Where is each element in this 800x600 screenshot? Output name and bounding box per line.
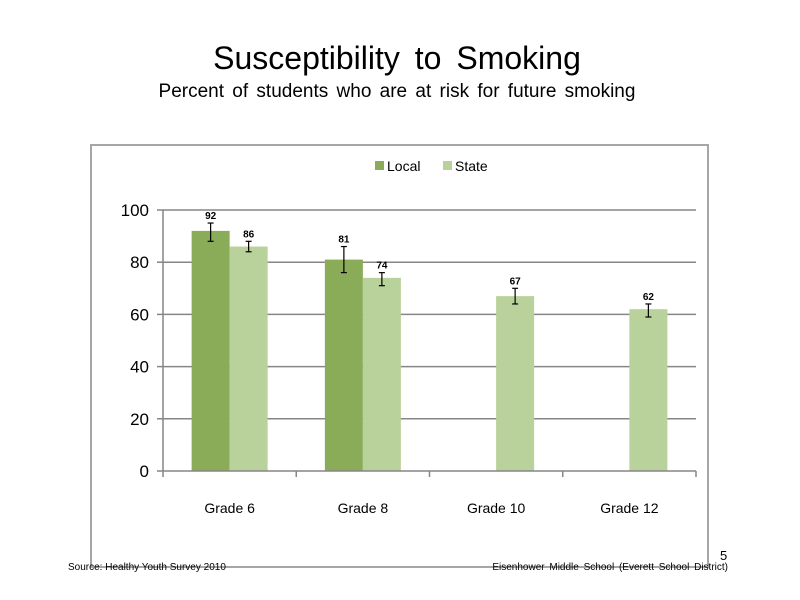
bar-state bbox=[629, 309, 668, 471]
x-tick-label: Grade 6 bbox=[204, 500, 255, 516]
bar-state bbox=[229, 246, 268, 471]
school-name: Eisenhower Middle School (Everett School… bbox=[492, 562, 728, 573]
legend-swatch-local bbox=[375, 161, 384, 170]
data-label: 62 bbox=[643, 292, 655, 303]
source-note: Source: Healthy Youth Survey 2010 bbox=[68, 562, 226, 573]
data-label: 74 bbox=[376, 261, 388, 272]
bar-local bbox=[191, 230, 230, 471]
data-label: 67 bbox=[510, 276, 522, 287]
y-tick-label: 40 bbox=[130, 358, 149, 377]
legend: Local State bbox=[375, 158, 488, 174]
x-tick-label: Grade 12 bbox=[600, 500, 659, 516]
data-label: 81 bbox=[338, 235, 350, 246]
axes: 0 20 40 60 80 100 Grade 6 Grade 8 Grade 10 Grade … bbox=[121, 201, 697, 516]
slide-title: Susceptibility to Smoking bbox=[213, 40, 581, 76]
error-bars bbox=[207, 222, 652, 318]
y-tick-label: 80 bbox=[130, 253, 149, 272]
data-label: 92 bbox=[205, 211, 217, 222]
y-tick-label: 20 bbox=[130, 410, 149, 429]
bars bbox=[191, 230, 668, 471]
y-tick-label: 60 bbox=[130, 305, 149, 324]
bar-state bbox=[362, 277, 401, 471]
y-tick-label: 100 bbox=[121, 201, 149, 220]
data-label: 86 bbox=[243, 229, 255, 240]
bar-local bbox=[324, 259, 363, 471]
data-labels: 92 81 86 74 67 62 bbox=[205, 211, 654, 303]
slide-subtitle: Percent of students who are at risk for … bbox=[158, 81, 636, 102]
x-tick-label: Grade 8 bbox=[338, 500, 389, 516]
legend-label-state: State bbox=[455, 158, 488, 174]
y-tick-label: 0 bbox=[140, 462, 149, 481]
legend-label-local: Local bbox=[387, 158, 420, 174]
page-number: 5 bbox=[720, 548, 728, 563]
legend-swatch-state bbox=[443, 161, 452, 170]
x-tick-label: Grade 10 bbox=[467, 500, 526, 516]
bar-state bbox=[496, 296, 535, 471]
